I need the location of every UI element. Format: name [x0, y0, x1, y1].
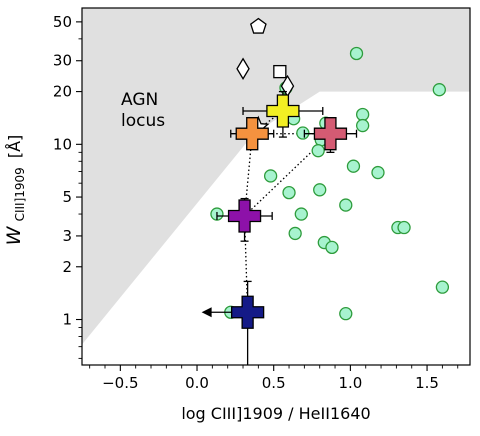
y-tick-label: 1 [62, 311, 72, 329]
x-axis-label: log CIII]1909 / HeII1640 [181, 404, 370, 423]
data-point-circle [371, 165, 385, 180]
y-axis-label-main: W [3, 225, 25, 245]
data-point-circle [325, 240, 339, 255]
agn-locus-label: AGN [121, 90, 158, 110]
open-square-marker [273, 64, 287, 79]
data-point-circle [349, 46, 364, 61]
y-tick-label: 30 [53, 52, 72, 70]
data-point-circle [339, 198, 353, 212]
data-point-circle [296, 126, 310, 140]
cross-marker [313, 117, 348, 151]
y-axis-label-unit: [Å] [5, 135, 24, 158]
upper-limit-arrowhead [201, 307, 212, 318]
y-tick-label: 2 [62, 258, 72, 276]
y-tick-label: 3 [62, 227, 72, 245]
data-point-circle [432, 83, 446, 97]
cross-marker [230, 295, 265, 329]
y-tick-label: 20 [53, 83, 72, 101]
open-pentagon-marker [249, 17, 267, 34]
axes: −0.5 0.0 0.5 1.0 1.5 1 2 3 5 10 20 30 50 [53, 13, 459, 392]
data-point-circle [288, 226, 302, 241]
cross-marker [235, 117, 269, 151]
x-tick-label: 0.0 [185, 374, 209, 392]
y-axis-label: W CIII]1909 [Å] [3, 135, 28, 246]
y-axis-label-sub: CIII]1909 [13, 167, 27, 221]
agn-locus-label-line2: locus [121, 111, 165, 131]
cross-marker [266, 94, 300, 128]
data-point-circle [263, 169, 278, 183]
data-point-circle [355, 118, 370, 133]
cross-marker [227, 199, 262, 233]
y-tick-label: 50 [53, 13, 72, 31]
data-point-circle [311, 144, 325, 158]
data-point-circle [346, 159, 361, 173]
plot-frame [81, 7, 471, 366]
agn-locus-region [82, 8, 470, 365]
data-point-circle [313, 183, 327, 197]
data-point-circle [339, 307, 353, 321]
data-point-circle [294, 207, 308, 221]
y-tick-label: 5 [62, 188, 72, 206]
data-point-circle [435, 280, 450, 294]
data-point-circle [355, 107, 370, 122]
data-point-circle [397, 220, 411, 235]
x-tick-label: 1.0 [338, 374, 362, 392]
x-tick-label: 0.5 [262, 374, 286, 392]
x-tick-label: −0.5 [102, 374, 138, 392]
y-tick-label: 10 [53, 135, 72, 153]
open-diamond-marker [236, 57, 250, 81]
plot-area [82, 8, 470, 365]
data-point-circle [282, 185, 296, 200]
x-tick-label: 1.5 [415, 374, 439, 392]
